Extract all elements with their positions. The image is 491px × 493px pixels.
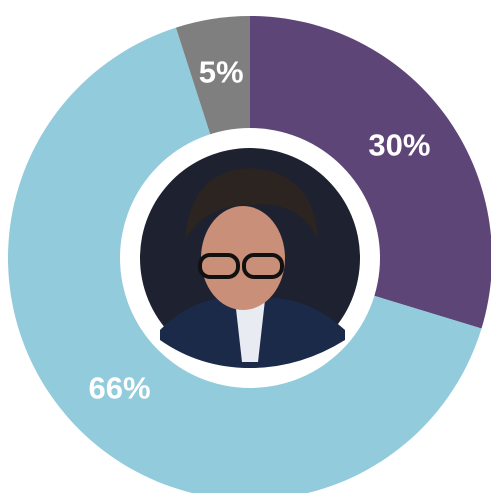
data-label: 66% [88,371,150,406]
photo-face [201,206,285,310]
labels: 30% 66% 5% [88,54,430,405]
photo-hair [185,168,318,240]
photo-glasses-right [242,253,284,279]
center-photo [140,148,360,368]
data-label: 5% [199,54,244,89]
photo-shirt [235,300,265,362]
data-label: 30% [368,127,430,162]
photo-glasses-left [198,253,240,279]
